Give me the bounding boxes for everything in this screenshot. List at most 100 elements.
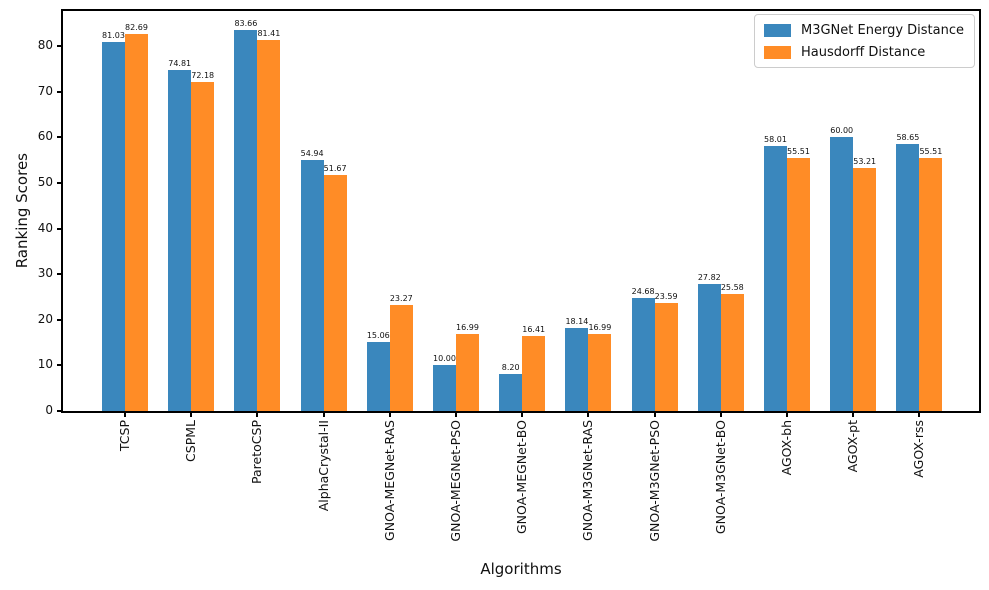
bar-value-label: 10.00 — [433, 354, 456, 363]
bar-hausdorff-distance — [654, 303, 678, 411]
x-tick-label: GNOA-MEGNet-RAS — [381, 420, 397, 541]
bar-value-label: 60.00 — [830, 126, 854, 135]
bar-value-label: 58.01 — [764, 135, 787, 144]
y-tick-mark — [57, 318, 61, 321]
legend-swatch-m3gnet-icon — [763, 23, 791, 37]
y-tick-label: 0 — [45, 403, 53, 417]
x-tick-mark — [521, 413, 524, 417]
y-tick-mark — [57, 227, 61, 230]
plot-area — [61, 9, 981, 413]
bar-value-label: 51.67 — [323, 164, 347, 173]
x-tick-mark — [124, 413, 126, 417]
bar-hausdorff-distance — [787, 158, 810, 411]
bar-hausdorff-distance — [853, 168, 877, 411]
bar-m3gnet-energy-distance — [896, 144, 920, 411]
y-tick-label: 30 — [37, 266, 53, 281]
bar-value-label: 24.68 — [631, 287, 655, 296]
y-tick-mark — [57, 273, 61, 276]
x-tick-label: ParetoCSP — [249, 420, 265, 484]
x-tick-label: AlphaCrystal-II — [315, 420, 331, 512]
x-tick-mark — [653, 413, 656, 417]
legend-label: M3GNet Energy Distance — [800, 22, 964, 38]
x-tick-label: GNOA-MEGNet-PSO — [448, 420, 463, 542]
bar-m3gnet-energy-distance — [697, 284, 721, 411]
bar-value-label: 82.69 — [125, 23, 148, 32]
bar-hausdorff-distance — [919, 158, 943, 411]
x-tick-label: CSPML — [183, 420, 199, 462]
x-tick-mark — [719, 413, 722, 417]
x-tick-mark — [852, 413, 855, 417]
bar-hausdorff-distance — [588, 334, 612, 411]
y-tick-mark — [57, 410, 61, 412]
x-tick-mark — [918, 413, 921, 417]
x-tick-label: GNOA-M3GNet-RAS — [580, 420, 596, 541]
x-tick-mark — [190, 413, 193, 417]
y-tick-mark — [57, 90, 61, 93]
y-tick-label: 20 — [37, 311, 53, 326]
legend-entry: Hausdorff Distance — [763, 43, 964, 61]
y-tick-mark — [57, 182, 61, 184]
y-tick-mark — [57, 45, 61, 48]
bar-value-label: 72.18 — [191, 71, 215, 80]
x-tick-label: GNOA-M3GNet-PSO — [646, 420, 662, 542]
x-tick-label: GNOA-MEGNet-BO — [514, 420, 530, 535]
bar-value-label: 18.14 — [565, 317, 589, 326]
bar-value-label: 8.20 — [501, 363, 520, 372]
x-tick-label: AGOX-pt — [845, 420, 861, 473]
bar-m3gnet-energy-distance — [631, 298, 655, 411]
x-tick-label: TCSP — [117, 420, 132, 452]
bar-m3gnet-energy-distance — [565, 328, 589, 411]
bar-value-label: 55.51 — [919, 147, 943, 156]
y-axis-label-wrap: Ranking Scores — [13, 11, 31, 411]
x-tick-mark — [455, 413, 457, 417]
x-tick-mark — [388, 413, 391, 417]
bar-value-label: 27.82 — [697, 273, 721, 282]
bar-m3gnet-energy-distance — [764, 146, 787, 411]
x-tick-label: GNOA-M3GNet-BO — [712, 420, 728, 535]
bar-value-label: 83.66 — [234, 19, 258, 28]
bar-hausdorff-distance — [323, 175, 347, 411]
bar-value-label: 53.21 — [853, 157, 877, 166]
y-tick-label: 70 — [37, 83, 53, 98]
bar-value-label: 23.27 — [389, 294, 413, 303]
x-tick-label: AGOX-bh — [779, 420, 794, 476]
y-tick-label: 80 — [37, 38, 53, 53]
bar-value-label: 55.51 — [787, 147, 810, 156]
bar-hausdorff-distance — [125, 34, 148, 411]
legend-entry: M3GNet Energy Distance — [763, 21, 964, 39]
x-axis-label: Algorithms — [480, 560, 562, 578]
bar-value-label: 81.03 — [102, 31, 125, 40]
bar-hausdorff-distance — [191, 82, 215, 411]
bar-m3gnet-energy-distance — [102, 42, 125, 411]
bar-hausdorff-distance — [257, 40, 281, 411]
bar-m3gnet-energy-distance — [366, 342, 390, 411]
bar-hausdorff-distance — [389, 305, 413, 411]
legend: M3GNet Energy Distance Hausdorff Distance — [753, 14, 975, 68]
bar-m3gnet-energy-distance — [300, 160, 324, 411]
bar-hausdorff-distance — [522, 336, 546, 411]
bar-value-label: 58.65 — [896, 133, 920, 142]
bar-hausdorff-distance — [456, 334, 479, 411]
y-tick-mark — [57, 136, 61, 139]
bar-m3gnet-energy-distance — [168, 70, 192, 411]
y-tick-label: 40 — [37, 220, 53, 235]
bar-hausdorff-distance — [720, 294, 744, 411]
bar-value-label: 54.94 — [300, 149, 324, 158]
bar-value-label: 16.99 — [456, 323, 479, 332]
bar-value-label: 25.58 — [720, 283, 744, 292]
y-tick-label: 60 — [37, 129, 53, 144]
bar-value-label: 23.59 — [654, 292, 678, 301]
bar-value-label: 15.06 — [366, 331, 390, 340]
x-tick-mark — [322, 413, 325, 417]
bar-value-label: 16.41 — [522, 325, 546, 334]
y-tick-label: 50 — [37, 175, 53, 189]
x-tick-mark — [256, 413, 259, 417]
y-axis-label: Ranking Scores — [13, 153, 31, 269]
bar-value-label: 16.99 — [588, 323, 612, 332]
y-tick-label: 10 — [37, 357, 53, 372]
bar-m3gnet-energy-distance — [830, 137, 854, 411]
bar-m3gnet-energy-distance — [234, 30, 258, 411]
bar-m3gnet-energy-distance — [433, 365, 456, 411]
x-tick-mark — [786, 413, 788, 417]
